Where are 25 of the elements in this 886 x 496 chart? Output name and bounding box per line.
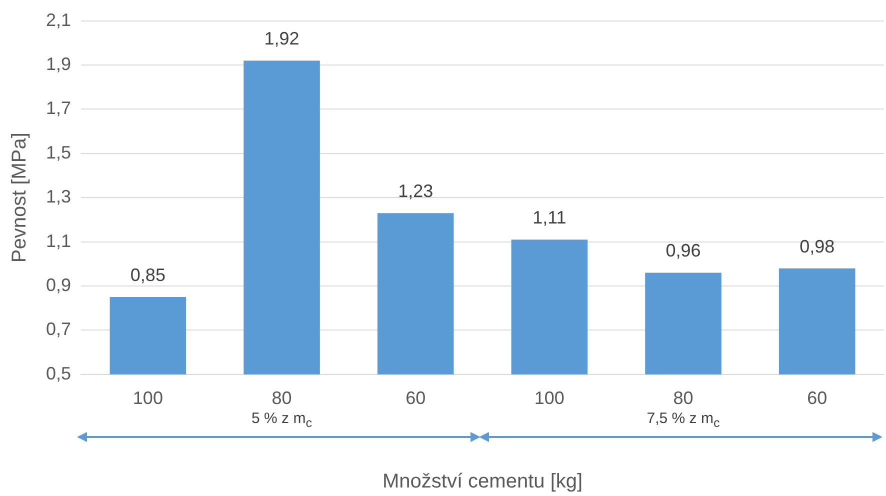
data-label: 1,11 — [532, 208, 566, 228]
y-tick-label: 1,5 — [46, 142, 72, 162]
x-tick-label: 100 — [534, 388, 564, 408]
y-tick-label: 2,1 — [46, 10, 72, 30]
y-tick-label: 1,3 — [46, 186, 72, 207]
data-label: 1,23 — [398, 181, 434, 202]
x-axis-title: Množství cementu [kg] — [382, 470, 583, 493]
y-tick-label: 0,7 — [46, 319, 72, 340]
x-tick-label: 80 — [673, 388, 694, 408]
y-tick-label: 0,9 — [46, 274, 72, 295]
y-tick-label: 1,9 — [46, 54, 72, 74]
y-tick-label: 1,1 — [46, 230, 72, 251]
x-tick-label: 60 — [807, 388, 828, 408]
text: 5 % z m$_{c}$ — [252, 410, 312, 430]
data-label: 0,85 — [130, 265, 166, 286]
x-tick-label: 60 — [406, 388, 426, 408]
y-tick-label: 1,7 — [46, 98, 72, 118]
y-tick-label: 0,5 — [46, 363, 72, 384]
x-tick-label: 80 — [272, 388, 292, 408]
y-axis-title: Pevnost [MPa] — [8, 132, 31, 263]
data-label: 0,96 — [666, 240, 701, 261]
text: 7,5 % z m$_{c}$ — [646, 410, 720, 430]
x-tick-label: 100 — [132, 388, 163, 408]
data-label: 0,98 — [800, 236, 835, 256]
data-label: 1,92 — [264, 28, 300, 49]
